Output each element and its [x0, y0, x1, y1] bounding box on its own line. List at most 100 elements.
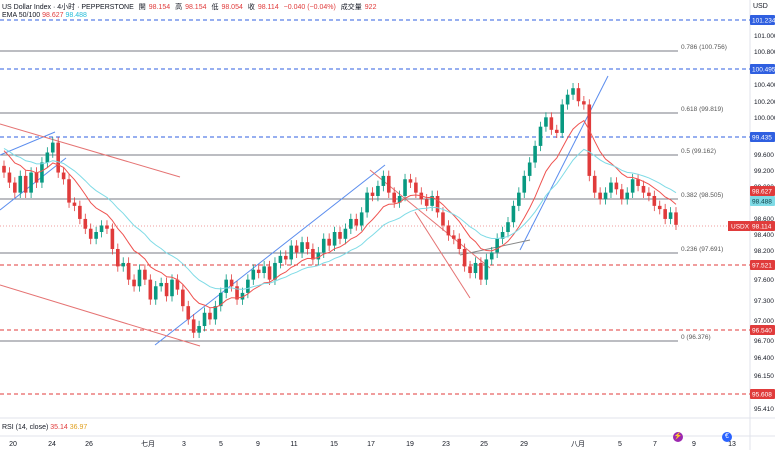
y-tick-label: 97.600	[754, 277, 774, 284]
ema50-value: 98.627	[42, 12, 64, 19]
candle-body	[517, 192, 521, 206]
ema50-line	[3, 119, 677, 309]
candle-body	[598, 192, 602, 200]
candle-body	[457, 238, 462, 249]
candle-body	[576, 88, 581, 102]
candle-body	[191, 319, 196, 333]
fib-label: 0.236 (97.691)	[681, 246, 723, 253]
candle-body	[441, 212, 445, 226]
x-tick-label: 9	[256, 441, 260, 448]
volume-value: 922	[364, 4, 377, 11]
candle-body	[229, 279, 234, 287]
candle-body	[674, 212, 678, 225]
candle-body	[343, 228, 348, 239]
y-tick-label: 100.000	[754, 115, 775, 122]
y-tick-label: 100.400	[754, 82, 775, 89]
candle-body	[224, 279, 228, 293]
candle-body	[29, 172, 33, 193]
x-tick-label: 20	[9, 441, 17, 448]
y-tick-label: 100.800	[754, 49, 775, 56]
price-badge-tag-text: USDX	[731, 224, 750, 231]
x-tick-label: 5	[219, 441, 223, 448]
ema-legend[interactable]: EMA 50/100 98.627 98.488	[2, 12, 87, 19]
price-badge	[750, 325, 775, 335]
rsi-legend[interactable]: RSI (14, close) 35.14 36.97	[2, 424, 87, 431]
candle-body	[609, 182, 613, 193]
candle-body	[452, 235, 456, 239]
candle-body	[511, 205, 516, 223]
candle-body	[300, 242, 304, 253]
candle-body	[652, 195, 657, 206]
candle-body	[484, 259, 489, 280]
candle-body	[571, 88, 575, 95]
high-value: 98.154	[185, 4, 207, 11]
candle-body	[159, 282, 163, 287]
candle-body	[527, 162, 532, 176]
x-tick-label: 5	[618, 441, 622, 448]
candle-body	[321, 238, 326, 253]
candle-body	[256, 269, 261, 274]
trend-line	[414, 211, 471, 299]
candle-body	[414, 182, 418, 193]
x-tick-label: 11	[290, 441, 297, 448]
close-value: 98.114	[257, 4, 279, 11]
trend-line	[519, 75, 609, 251]
rsi1-value: 35.14	[50, 424, 68, 431]
candle-body	[630, 179, 635, 193]
candle-body	[170, 279, 174, 297]
y-tick-label: 99.200	[754, 168, 774, 175]
candle-body	[251, 269, 256, 280]
trend-line	[0, 284, 201, 347]
candle-body	[549, 117, 554, 130]
price-badge-text: 97.521	[752, 263, 772, 270]
price-badge	[750, 64, 775, 74]
candle-body	[267, 266, 272, 280]
fib-label: 0.5 (99.162)	[681, 148, 716, 155]
candle-body	[45, 152, 50, 163]
candle-body	[7, 172, 12, 183]
candle-body	[2, 165, 6, 173]
x-tick-label: 15	[330, 441, 338, 448]
chart-header: US Dollar Index · 4小时 · PEPPERSTONE 開 98.…	[2, 4, 377, 11]
y-tick-label: 98.400	[754, 232, 774, 239]
candle-body	[636, 179, 640, 186]
candle-body	[403, 179, 407, 196]
event-icon-2[interactable]: €	[722, 432, 732, 442]
price-badge	[750, 15, 775, 25]
candle-body	[235, 286, 239, 300]
open-value: 98.154	[148, 4, 171, 11]
x-tick-label: 七月	[141, 439, 155, 448]
y-tick-label: 95.410	[754, 406, 774, 413]
price-badge-text: 98.488	[752, 199, 772, 206]
candle-body	[370, 192, 375, 196]
event-icon-1[interactable]: ⚡	[673, 432, 683, 442]
candle-body	[13, 182, 17, 193]
candle-body	[332, 232, 337, 246]
candle-body	[40, 162, 44, 183]
candle-body	[99, 225, 104, 232]
price-badge-text: 95.608	[752, 392, 772, 399]
candle-body	[446, 225, 451, 236]
candle-body	[94, 232, 98, 239]
candle-body	[23, 175, 28, 193]
candle-body	[408, 179, 413, 183]
candle-body	[126, 262, 131, 280]
x-tick-label: 19	[406, 441, 414, 448]
candle-body	[164, 282, 169, 297]
x-tick-label: 7	[653, 441, 657, 448]
candle-body	[614, 182, 619, 190]
candle-body	[116, 248, 120, 267]
y-tick-label: 97.300	[754, 298, 774, 305]
y-tick-label: 98.200	[754, 248, 774, 255]
candle-body	[354, 218, 359, 226]
y-tick-label: 96.400	[754, 355, 774, 362]
candle-body	[305, 242, 310, 249]
candle-body	[316, 252, 321, 260]
trend-line	[459, 239, 531, 256]
trend-line	[0, 123, 181, 178]
candle-body	[56, 142, 60, 173]
candle-body	[522, 175, 527, 193]
candle-body	[663, 209, 667, 219]
candle-body	[560, 104, 564, 133]
